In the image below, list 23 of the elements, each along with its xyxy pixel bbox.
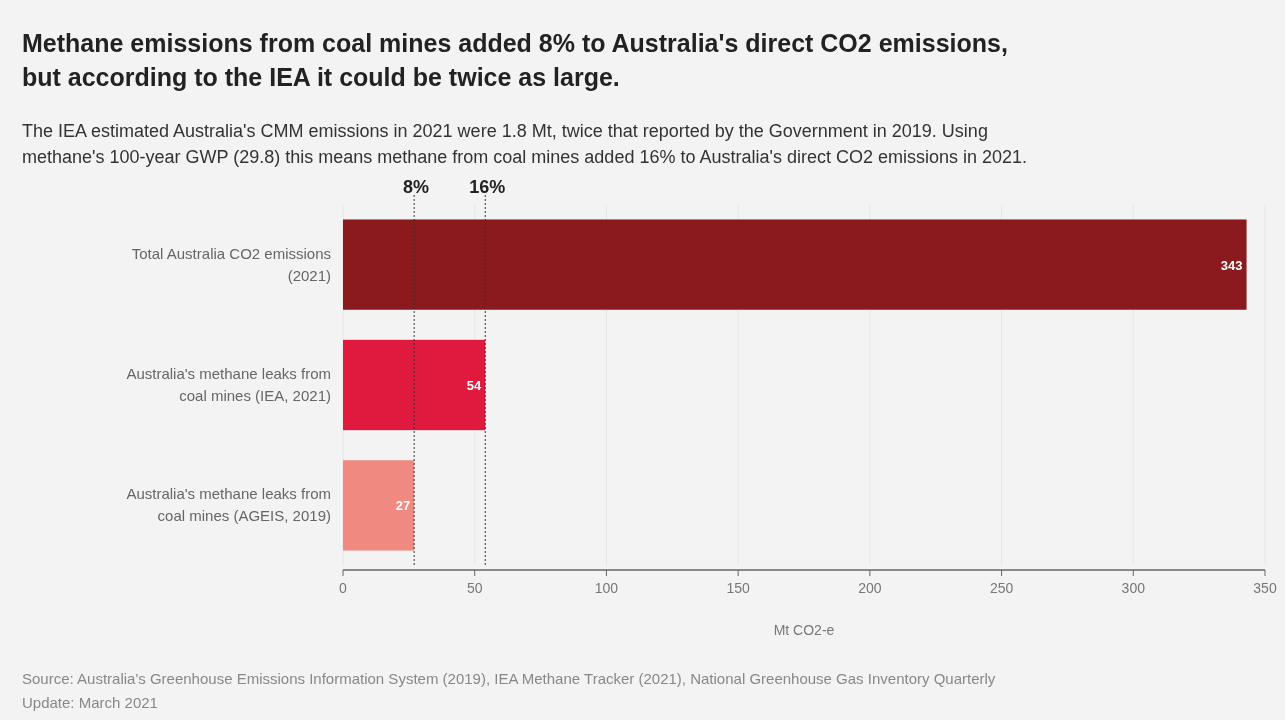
data-label: 54 — [466, 378, 483, 393]
chart-subtitle: The IEA estimated Australia's CMM emissions in 2021 were 1.8 Mt, twice that reported by the Government in 2019. Using methane's 100-year GWP (29.8) this means methane from coal mines added 16% to Australia's direct CO2 emissions in 2021. — [22, 121, 1028, 167]
bar — [343, 460, 415, 551]
data-label: 27 — [395, 498, 411, 514]
x-tick-label: 200 — [858, 580, 882, 596]
x-tick-label: 0 — [339, 580, 348, 596]
x-tick-label: 300 — [1121, 580, 1146, 596]
x-tick-label: 250 — [989, 580, 1014, 596]
x-axis-title: Mt CO2-e — [773, 622, 835, 638]
bar — [343, 219, 1247, 310]
x-tick-label: 350 — [1253, 580, 1277, 596]
chart-title: Methane emissions from coal mines added 8% to Australia's direct CO2 emissions, but according to the IEA it could be twice as large. — [22, 29, 1008, 91]
bar — [343, 339, 486, 431]
source-note: Source: Australia's Greenhouse Emissions Information System (2019), IEA Methane Tracker (2021), National Greenhouse Gas Inventory Quarterly Update: March 2021 — [22, 670, 996, 711]
y-tick-label: Total Australia CO2 emissions (2021) — [131, 244, 331, 284]
data-label: 343 — [1220, 257, 1243, 273]
text: 8% — [403, 177, 430, 197]
x-tick-label: 50 — [466, 580, 483, 596]
text: 16% — [469, 177, 506, 197]
x-tick-label: 100 — [594, 580, 619, 596]
y-tick-label: Australia's methane leaks from coal mines (AGEIS, 2019) — [126, 485, 331, 525]
y-tick-label: Australia's methane leaks from coal mines (IEA, 2021) — [126, 365, 331, 404]
x-tick-label: 150 — [726, 580, 751, 596]
